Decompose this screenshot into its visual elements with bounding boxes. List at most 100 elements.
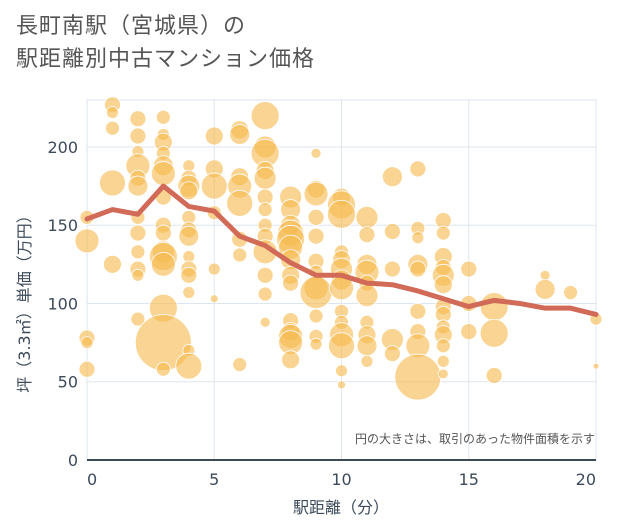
x-tick-label: 20 — [576, 470, 596, 489]
bubble-point — [299, 276, 333, 309]
chart-title-line1: 長町南駅（宮城県）の — [16, 14, 247, 39]
bubble-point — [232, 247, 248, 263]
bubble-point — [282, 274, 300, 292]
bubble-point — [106, 106, 119, 119]
bubble-point — [209, 294, 219, 304]
bubble-point — [436, 354, 450, 368]
bubble-point — [534, 278, 556, 300]
x-tick-label: 10 — [331, 470, 351, 489]
bubble-point — [355, 205, 379, 229]
bubble-point — [155, 109, 171, 125]
bubble-point — [358, 226, 376, 244]
bubble-point — [256, 266, 274, 284]
bubble-point — [409, 302, 427, 320]
bubble-point — [383, 345, 401, 362]
bubble-point — [150, 251, 176, 277]
bubble-point — [308, 308, 324, 324]
bubble-point — [229, 124, 251, 145]
bubble-point — [178, 225, 200, 247]
bubble-point — [337, 380, 346, 390]
bubble-point — [383, 260, 401, 278]
bubble-point — [307, 208, 325, 226]
chart-title-line2: 駅距離別中古マンション価格 — [16, 47, 316, 72]
bubble-point — [310, 147, 322, 159]
bubble-point — [435, 338, 451, 354]
bubble-point — [232, 357, 248, 372]
y-tick-label: 200 — [47, 138, 78, 157]
bubble-point — [74, 228, 100, 254]
bubble-point — [355, 284, 379, 308]
bubble-point — [175, 352, 203, 380]
bubble-point — [207, 262, 221, 276]
bubble-point — [150, 161, 176, 186]
bubble-point — [327, 199, 356, 229]
y-tick-label: 150 — [47, 216, 78, 235]
bubble-point — [563, 285, 578, 300]
bubble-point — [130, 244, 146, 260]
bubble-point — [103, 254, 122, 274]
bubble-point — [204, 126, 224, 146]
bubble-point — [307, 227, 325, 245]
bubble-point — [155, 361, 171, 377]
bubble-point — [381, 166, 403, 188]
bubble-point — [437, 368, 449, 380]
x-tick-label: 5 — [209, 470, 219, 489]
bubble-point — [409, 160, 427, 178]
trend-line-series — [84, 183, 599, 317]
bubble-point — [99, 169, 126, 197]
bubble-point — [80, 336, 94, 350]
bubble-point — [154, 224, 172, 242]
y-tick-label: 100 — [47, 294, 78, 313]
bubble-point — [383, 223, 401, 240]
bubble-point — [479, 292, 509, 322]
bubble-point — [485, 367, 503, 384]
bubble-point — [129, 110, 147, 128]
y-tick-label: 50 — [58, 373, 78, 392]
bubble-point — [539, 269, 551, 281]
bubble-point — [356, 335, 378, 357]
bubble-point — [105, 120, 120, 136]
bubble-point — [257, 202, 273, 217]
bubble-point — [253, 166, 277, 190]
bubble-point — [281, 350, 301, 370]
bubble-point — [435, 225, 451, 241]
bubble-point — [226, 189, 254, 217]
bubble-point — [433, 275, 453, 295]
bubble-point — [360, 354, 374, 368]
bubble-point — [182, 286, 196, 299]
bubble-point — [127, 175, 149, 197]
bubble-point — [250, 101, 280, 131]
bubble-point — [409, 260, 427, 278]
bubble-point — [129, 224, 147, 242]
bubble-point — [335, 364, 348, 378]
bubble-point — [180, 266, 198, 284]
bubble-point — [200, 172, 228, 200]
y-tick-label: 0 — [68, 451, 78, 470]
bubble-point — [460, 260, 478, 278]
x-axis-title: 駅距離（分） — [293, 498, 389, 517]
bubble-point — [78, 360, 96, 378]
bubble-point — [309, 337, 323, 351]
bubble-point — [129, 127, 147, 145]
bubble-point — [592, 362, 600, 370]
x-tick-label: 0 — [87, 470, 97, 489]
bubble-size-note: 円の大きさは、取引のあった物件面積を示す — [355, 431, 595, 446]
bubble-point — [257, 286, 273, 302]
bubble-point — [479, 318, 509, 348]
y-axis-title: 坪（3.3㎡）単価（万円） — [15, 207, 34, 392]
x-tick-label: 15 — [459, 470, 479, 489]
bubble-series — [74, 96, 603, 401]
bubble-point — [130, 311, 146, 327]
chart-title: 長町南駅（宮城県）の 駅距離別中古マンション価格 — [16, 10, 315, 76]
bubble-point — [259, 316, 271, 328]
bubble-point — [394, 353, 442, 401]
bubble-point — [179, 181, 199, 201]
bubble-point — [411, 231, 425, 245]
trend-line — [84, 183, 599, 317]
bubble-point — [131, 268, 145, 282]
bubble-point — [460, 323, 478, 341]
bubble-point — [303, 181, 329, 207]
bubble-point — [328, 332, 355, 360]
